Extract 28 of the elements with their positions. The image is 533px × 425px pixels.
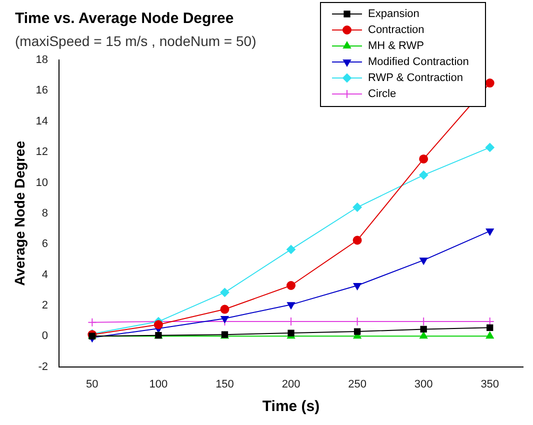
y-tick-label: 0 [42, 330, 48, 342]
y-tick-label: 2 [42, 299, 48, 312]
y-tick-label: 18 [36, 54, 48, 66]
x-tick-label: 100 [149, 378, 168, 390]
y-tick-label: 14 [36, 115, 48, 128]
x-tick-label: 200 [282, 378, 300, 390]
x-tick-label: 350 [480, 378, 500, 390]
x-tick-label: 250 [348, 378, 366, 390]
y-axis-title: Average Node Degree [11, 140, 28, 286]
legend-label: MH & RWP [368, 40, 424, 52]
legend-label: Contraction [368, 24, 424, 36]
y-tick-label: 12 [36, 146, 48, 158]
x-axis-title: Time (s) [262, 398, 320, 416]
y-tick-label: 6 [42, 238, 48, 250]
y-tick-label: -2 [38, 360, 48, 373]
legend-label: Expansion [368, 8, 420, 20]
legend-label: RWP & Contraction [368, 72, 463, 84]
y-tick-label: 4 [42, 268, 48, 281]
x-tick-label: 50 [86, 378, 98, 390]
y-tick-label: 16 [36, 84, 48, 97]
legend-label: Modified Contraction [368, 56, 469, 68]
chart-title: Time vs. Average Node Degree [15, 10, 234, 27]
legend-label: Circle [368, 88, 396, 100]
y-tick-label: 10 [36, 176, 48, 189]
x-tick-label: 150 [216, 378, 234, 390]
y-tick-label: 8 [42, 207, 48, 220]
chart-subtitle: (maxiSpeed = 15 m/s , nodeNum = 50) [15, 33, 256, 49]
x-tick-label: 300 [414, 378, 433, 390]
